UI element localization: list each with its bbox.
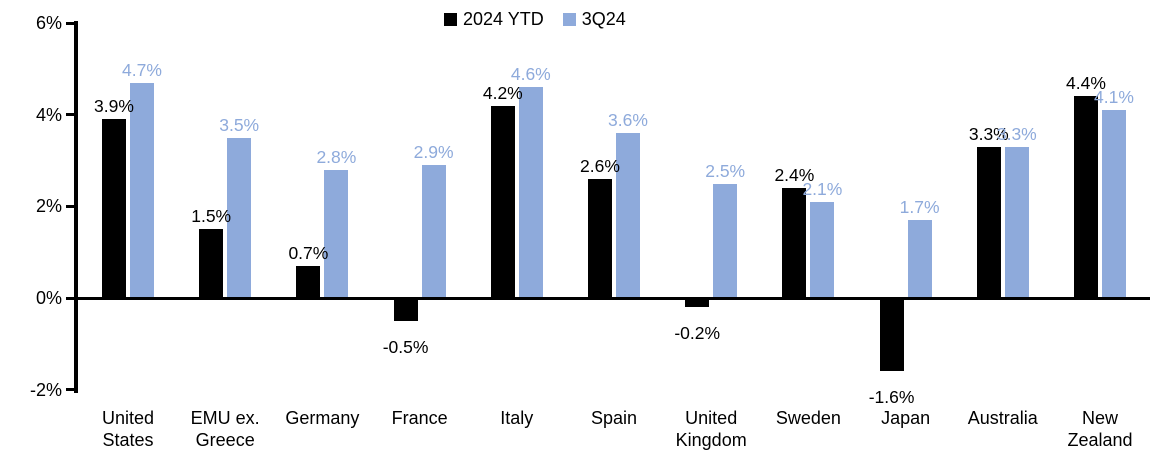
x-axis-category-label-emu-ex-greece: EMU ex. Greece [175,407,275,451]
x-axis-category-label-line: United [101,408,155,428]
data-label-3q24-new-zealand: 4.1% [1094,87,1134,108]
data-label-3q24-united-kingdom: 2.5% [705,160,746,181]
x-axis-category-label-germany: Germany [272,407,372,429]
legend-item-2024-ytd: 2024 YTD [444,9,544,30]
x-axis-category-label-italy: Italy [467,407,567,429]
legend-label-3q24: 3Q24 [581,9,626,29]
bar-3q24-japan [907,220,932,298]
x-axis-category-label-line: United [685,408,738,428]
bar-3q24-united-kingdom [713,183,738,298]
bar-3q24-united-states [130,82,154,298]
bar-3q24-france [421,165,446,298]
legend-swatch-2024-ytd [444,13,457,26]
x-axis-category-label-line: Japan [881,408,931,428]
data-label-3q24-spain: 3.6% [608,110,648,131]
data-label-3q24-australia: 3.3% [996,123,1037,144]
legend: 2024 YTD 3Q24 [444,9,626,30]
x-axis-category-label-france: France [370,407,470,429]
bar-3q24-australia [1004,146,1029,298]
data-label-2024-ytd-italy: 4.2% [482,82,523,103]
legend-item-3q24: 3Q24 [562,9,626,30]
x-axis-category-label-spain: Spain [564,407,664,429]
bar-2024-ytd-japan [879,298,904,372]
x-axis-category-label-sweden: Sweden [758,407,858,429]
data-label-2024-ytd-united-states: 3.9% [94,96,134,117]
x-axis-category-label-line: Sweden [775,408,841,428]
x-axis-zero-line [74,297,1150,300]
bar-3q24-germany [324,169,349,298]
y-axis-tick-mark-0- [66,296,75,300]
y-axis-tick-mark-6- [66,21,75,25]
y-axis-tick-mark-2- [66,204,75,208]
bar-2024-ytd-germany [296,265,321,298]
x-axis-category-label-line: Germany [285,408,360,428]
x-axis-category-label-line: EMU ex. [190,408,260,428]
y-axis-tick-label-2-: 2% [35,196,62,217]
y-axis-line [74,21,78,393]
y-axis-tick-mark-4- [66,113,75,117]
bar-2024-ytd-united-kingdom [685,298,710,308]
y-axis-tick-mark--2- [66,388,75,392]
data-label-3q24-sweden: 2.1% [802,178,843,199]
x-axis-category-label-australia: Australia [953,407,1053,429]
bar-2024-ytd-sweden [782,188,807,298]
data-label-2024-ytd-germany: 0.7% [288,242,329,263]
bar-2024-ytd-united-states [102,119,126,298]
data-label-2024-ytd-japan: -1.6% [868,387,915,408]
y-axis-tick-label--2-: -2% [29,379,62,400]
data-label-3q24-japan: 1.7% [899,197,940,218]
data-label-3q24-germany: 2.8% [316,146,357,167]
bar-3q24-italy [518,87,543,298]
bar-3q24-sweden [810,201,835,298]
x-axis-category-label-line: Italy [500,408,534,428]
legend-label-2024-ytd: 2024 YTD [463,9,544,29]
bar-2024-ytd-spain [588,178,612,298]
x-axis-category-label-japan: Japan [856,407,956,429]
data-label-2024-ytd-sweden: 2.4% [774,165,815,186]
bar-2024-ytd-australia [976,146,1001,298]
bar-3q24-spain [616,133,640,298]
data-label-2024-ytd-united-kingdom: -0.2% [674,323,721,344]
x-axis-category-label-line: New [1081,408,1118,428]
x-axis-category-label-united-kingdom: United Kingdom [661,407,761,451]
x-axis-category-label-line: Kingdom [675,430,747,450]
x-axis-category-label-line: Spain [590,408,638,428]
data-label-2024-ytd-spain: 2.6% [580,155,620,176]
legend-swatch-3q24 [562,13,576,26]
bar-3q24-emu-ex-greece [227,137,252,298]
y-axis-tick-label-6-: 6% [35,13,62,34]
data-label-3q24-united-states: 4.7% [122,59,162,80]
data-label-2024-ytd-emu-ex-greece: 1.5% [191,206,232,227]
x-axis-category-label-line: Greece [195,430,255,450]
bar-2024-ytd-emu-ex-greece [199,229,224,298]
bar-2024-ytd-italy [490,105,515,298]
data-label-2024-ytd-new-zealand: 4.4% [1066,73,1106,94]
data-label-2024-ytd-australia: 3.3% [968,123,1009,144]
x-axis-category-label-line: Zealand [1067,430,1133,450]
bar-3q24-new-zealand [1102,110,1126,298]
x-axis-category-label-line: States [102,430,154,450]
bar-2024-ytd-new-zealand [1074,96,1098,298]
x-axis-category-label-united-states: United States [78,407,178,451]
data-label-3q24-france: 2.9% [413,142,454,163]
x-axis-category-label-line: Australia [967,408,1038,428]
data-label-3q24-emu-ex-greece: 3.5% [219,114,260,135]
bar-2024-ytd-france [393,298,418,321]
y-axis-tick-label-4-: 4% [35,104,62,125]
data-label-3q24-italy: 4.6% [510,64,551,85]
x-axis-category-label-line: France [391,408,448,428]
y-axis-tick-label-0-: 0% [35,288,62,308]
x-axis-category-label-new-zealand: New Zealand [1050,407,1150,451]
data-label-2024-ytd-france: -0.5% [382,336,429,357]
